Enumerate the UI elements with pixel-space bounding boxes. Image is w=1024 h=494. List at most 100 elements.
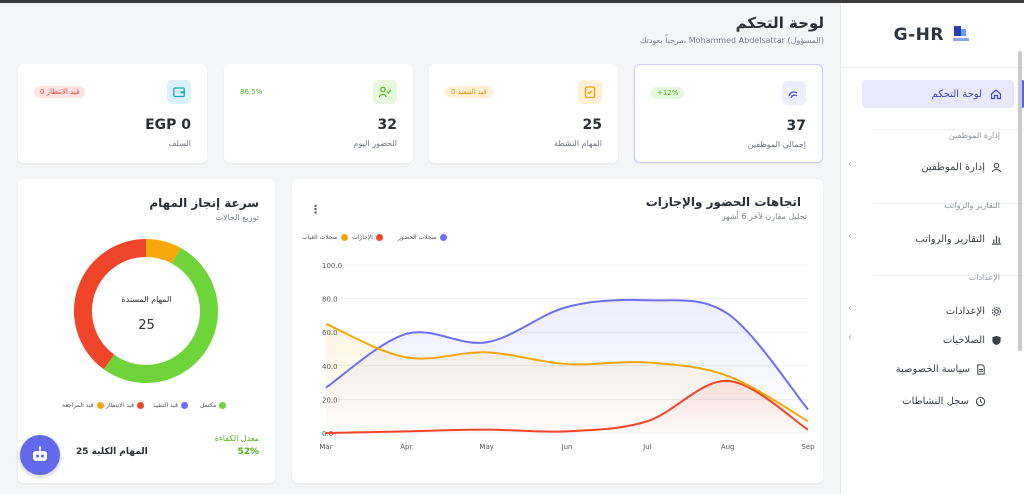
stat-card-attendance[interactable]: 86.5% 32 الحضور اليوم xyxy=(224,64,413,163)
legend-dot xyxy=(96,402,104,409)
legend-dot xyxy=(340,234,348,241)
sidebar: G-HR لوحة التحكم إدارة الموظفين ‹ إدارة … xyxy=(840,3,1024,494)
y-tick-label: 0.0 xyxy=(322,430,333,438)
x-tick-label: Aug xyxy=(721,443,735,451)
legend-pending[interactable]: قيد الانتظار xyxy=(106,402,144,409)
kebab-icon[interactable]: ⋮ xyxy=(310,203,321,216)
donut-center-label: المهام المسندة xyxy=(121,295,172,304)
stat-label: السلف xyxy=(168,139,191,148)
section-reports: التقارير والرواتب xyxy=(944,201,1000,210)
chatbot-button[interactable] xyxy=(20,435,60,475)
legend-dot xyxy=(180,402,188,409)
x-tick-label: Apr xyxy=(400,443,412,451)
sidebar-item-employees[interactable]: ‹ إدارة الموظفين xyxy=(840,159,1024,179)
donut-slice[interactable] xyxy=(145,239,181,264)
shield-icon xyxy=(992,335,1001,346)
attendance-trends-card: اتجاهات الحضور والإجازات تحليل مقارن لآخ… xyxy=(292,179,823,483)
sidebar-item-label: لوحة التحكم xyxy=(931,88,982,100)
legend-in-progress[interactable]: قيد التنفيذ xyxy=(153,402,188,409)
legend-dot xyxy=(375,234,383,241)
legend-attendance[interactable]: سجلات الحضور xyxy=(398,234,447,241)
legend-completed[interactable]: مكتمل xyxy=(200,402,227,409)
line-chart: 0.020.040.060.080.0100.0MarAprMayJunJulA… xyxy=(319,262,815,451)
x-tick-label: May xyxy=(479,443,493,451)
donut-slice[interactable] xyxy=(103,247,218,383)
stat-label: الحضور اليوم xyxy=(353,139,397,148)
card-title: سرعة إنجاز المهام xyxy=(149,196,259,210)
sidebar-item-label: الإعدادات xyxy=(945,306,985,317)
card-subtitle: توزيع الحالات xyxy=(215,213,259,222)
sidebar-item-label: سياسة الخصوصية xyxy=(895,364,970,375)
x-tick-label: Mar xyxy=(319,443,332,451)
section-settings: الإعدادات xyxy=(968,273,1000,282)
legend-review[interactable]: قيد المراجعة xyxy=(62,402,104,409)
stat-value: 37 xyxy=(786,118,806,134)
users-icon xyxy=(782,81,806,105)
sidebar-item-label: إدارة الموظفين xyxy=(921,162,985,173)
sidebar-item-permissions[interactable]: ‹ الصلاحيات xyxy=(840,332,1024,352)
stat-value: 25 xyxy=(582,117,602,133)
page-title: لوحة التحكم xyxy=(735,14,824,32)
donut-slice[interactable] xyxy=(74,239,147,370)
document-icon xyxy=(977,364,985,375)
stat-label: المهام النشطة xyxy=(554,139,602,148)
robot-icon xyxy=(33,446,47,461)
donut-chart xyxy=(74,239,218,383)
gear-icon xyxy=(991,306,1002,317)
brand-logo-icon xyxy=(953,26,969,41)
page-subtitle: مرحباً بعودتك، Mohammed Abdelsattar (الم… xyxy=(639,36,824,45)
x-tick-label: Jul xyxy=(642,443,652,451)
sidebar-item-activity-log[interactable]: سجل النشاطات xyxy=(840,393,1024,413)
stat-card-advances[interactable]: 0 قيد الانتظار EGP 0 السلف xyxy=(18,64,207,163)
stat-value: 32 xyxy=(377,117,397,133)
y-tick-label: 100.0 xyxy=(322,262,342,270)
chevron-left-icon: ‹ xyxy=(848,231,852,242)
history-icon xyxy=(975,396,986,407)
stat-card-employees[interactable]: +12% 37 إجمالي الموظفين xyxy=(634,64,823,163)
clipboard-icon xyxy=(578,80,602,104)
efficiency-value: 52% xyxy=(237,447,259,457)
stat-value: EGP 0 xyxy=(145,117,191,133)
sidebar-item-reports[interactable]: ‹ التقارير والرواتب xyxy=(840,231,1024,251)
legend-leaves[interactable]: الإجازات xyxy=(352,234,383,241)
x-tick-label: Sep xyxy=(801,443,815,451)
sidebar-scrollbar[interactable] xyxy=(1018,51,1022,351)
sidebar-item-label: الصلاحيات xyxy=(942,335,985,346)
legend-dot xyxy=(439,234,447,241)
stat-badge: 0 قيد الانتظار xyxy=(34,86,86,98)
donut-center-value: 25 xyxy=(138,318,155,333)
brand-name: G-HR xyxy=(893,25,944,45)
wallet-icon xyxy=(167,80,191,104)
card-title: اتجاهات الحضور والإجازات xyxy=(645,195,801,209)
legend-dot xyxy=(219,402,227,409)
user-icon xyxy=(991,162,1002,173)
stat-badge: 86.5% xyxy=(240,88,263,96)
series-line[interactable] xyxy=(325,298,809,411)
top-border xyxy=(0,0,1024,3)
series-line[interactable] xyxy=(325,322,809,423)
sidebar-item-privacy[interactable]: سياسة الخصوصية xyxy=(840,361,1024,381)
series-line[interactable] xyxy=(325,379,809,434)
section-employees: إدارة الموظفين xyxy=(949,131,1000,140)
chevron-left-icon: ‹ xyxy=(848,303,852,314)
y-tick-label: 80.0 xyxy=(322,296,338,304)
stat-label: إجمالي الموظفين xyxy=(747,140,806,149)
sidebar-item-settings[interactable]: ‹ الإعدادات xyxy=(840,303,1024,323)
home-icon xyxy=(990,89,1002,100)
user-check-icon xyxy=(373,80,397,104)
sidebar-item-label: التقارير والرواتب xyxy=(915,234,985,245)
active-indicator xyxy=(1021,80,1024,108)
total-tasks: 25 المهام الكلية xyxy=(76,447,148,457)
legend-dot xyxy=(136,402,144,409)
stat-badge: +12% xyxy=(651,87,685,99)
x-tick-label: Jun xyxy=(561,443,573,451)
efficiency-label: معدل الكفاءة xyxy=(214,434,259,443)
sidebar-item-label: سجل النشاطات xyxy=(902,396,969,407)
task-speed-card: سرعة إنجاز المهام توزيع الحالات المهام ا… xyxy=(18,179,275,483)
chevron-left-icon: ‹ xyxy=(848,159,852,170)
chevron-left-icon: ‹ xyxy=(848,332,852,343)
stat-card-tasks[interactable]: 0 قيد التنفيذ 25 المهام النشطة xyxy=(429,64,618,163)
card-subtitle: تحليل مقارن لآخر 6 أشهر xyxy=(721,212,807,221)
sidebar-item-dashboard[interactable]: لوحة التحكم xyxy=(862,80,1014,108)
legend-absence[interactable]: سجلات الغياب xyxy=(302,234,348,241)
